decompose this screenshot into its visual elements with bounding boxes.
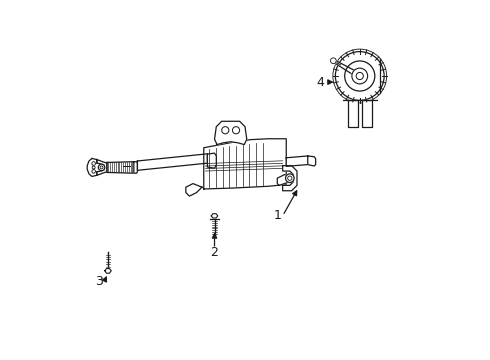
Polygon shape bbox=[286, 156, 308, 166]
Polygon shape bbox=[186, 184, 202, 196]
Text: 1: 1 bbox=[273, 210, 281, 222]
Polygon shape bbox=[87, 158, 97, 176]
Circle shape bbox=[356, 72, 364, 80]
Circle shape bbox=[335, 51, 384, 100]
Text: 4: 4 bbox=[317, 76, 324, 89]
Circle shape bbox=[100, 166, 103, 169]
Circle shape bbox=[92, 162, 96, 165]
Polygon shape bbox=[105, 269, 111, 273]
Polygon shape bbox=[215, 121, 247, 145]
Polygon shape bbox=[207, 153, 216, 168]
Circle shape bbox=[92, 170, 96, 173]
Polygon shape bbox=[333, 60, 361, 78]
Circle shape bbox=[232, 127, 240, 134]
Circle shape bbox=[286, 174, 294, 183]
Polygon shape bbox=[97, 159, 107, 175]
Circle shape bbox=[352, 68, 368, 84]
Polygon shape bbox=[283, 166, 297, 191]
Text: 3: 3 bbox=[95, 275, 102, 288]
Circle shape bbox=[221, 127, 229, 134]
Polygon shape bbox=[308, 156, 316, 166]
Circle shape bbox=[92, 166, 95, 169]
Polygon shape bbox=[137, 154, 207, 170]
Circle shape bbox=[344, 61, 375, 91]
Polygon shape bbox=[277, 175, 292, 185]
Circle shape bbox=[98, 164, 105, 171]
Circle shape bbox=[288, 176, 292, 180]
Polygon shape bbox=[211, 214, 218, 218]
Circle shape bbox=[330, 58, 336, 64]
Text: 2: 2 bbox=[211, 246, 219, 259]
Polygon shape bbox=[204, 139, 286, 189]
Polygon shape bbox=[134, 162, 137, 173]
Polygon shape bbox=[107, 162, 134, 173]
Polygon shape bbox=[347, 100, 358, 127]
Polygon shape bbox=[362, 100, 372, 127]
